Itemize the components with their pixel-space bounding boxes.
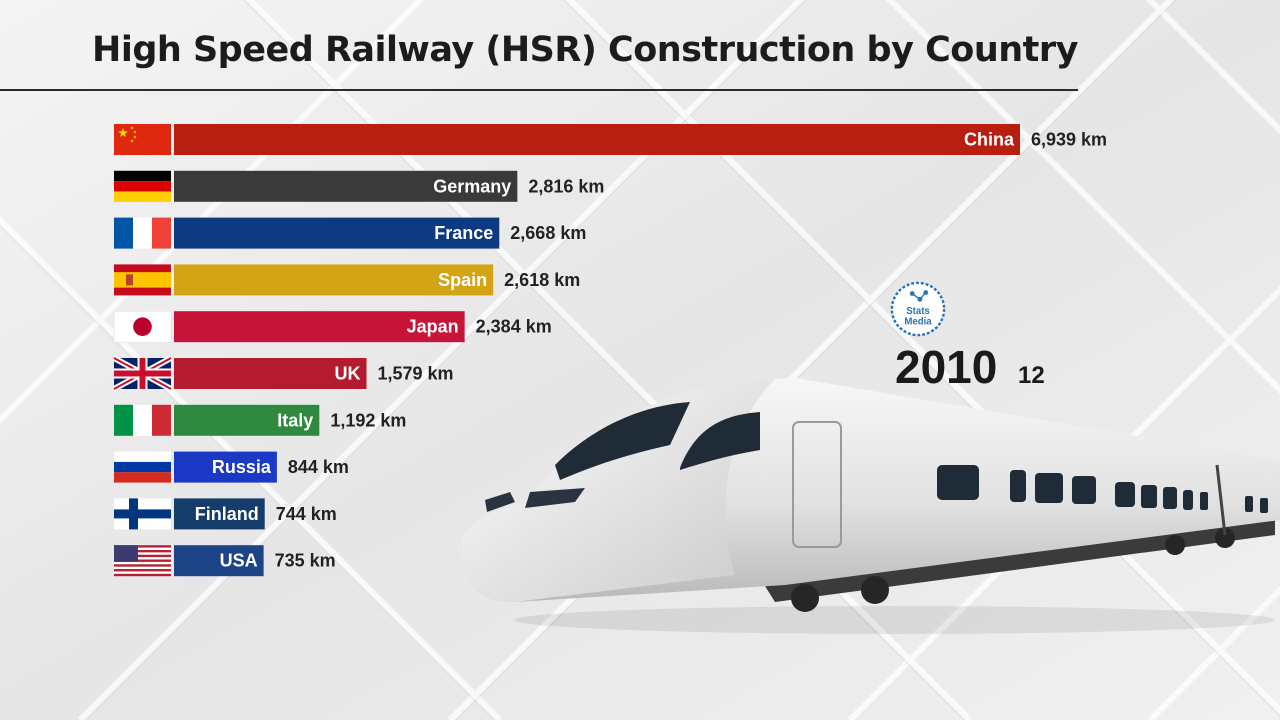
bar-label-japan: Japan <box>407 317 459 337</box>
value-label-germany: 2,816 km <box>528 176 604 196</box>
year-label: 2010 <box>895 341 998 393</box>
value-label-china: 6,939 km <box>1031 130 1107 150</box>
value-label-spain: 2,618 km <box>504 270 580 290</box>
japan-flag-icon <box>113 310 172 343</box>
value-label-russia: 844 km <box>288 457 349 477</box>
value-label-uk: 1,579 km <box>378 364 454 384</box>
logo-text-1: Stats <box>906 306 930 317</box>
bar-italy <box>174 404 320 436</box>
usa-flag-icon <box>114 545 171 577</box>
chart-title: High Speed Railway (HSR) Construction by… <box>92 30 1078 70</box>
bar-label-usa: USA <box>220 551 258 571</box>
germany-flag-icon <box>114 170 171 202</box>
title-underline <box>0 89 1078 91</box>
value-label-italy: 1,192 km <box>330 410 406 430</box>
bar-germany <box>174 170 518 202</box>
bar-label-uk: UK <box>335 364 361 384</box>
bar-russia <box>174 451 277 483</box>
bar-label-finland: Finland <box>195 504 259 524</box>
value-label-france: 2,668 km <box>510 223 586 243</box>
value-label-finland: 744 km <box>276 504 337 524</box>
bar-china <box>174 124 1020 155</box>
bar-label-china: China <box>964 130 1015 150</box>
month-label: 12 <box>1018 362 1045 389</box>
logo-text-2: Media <box>904 316 932 327</box>
russia-flag-icon <box>114 451 171 483</box>
bar-label-spain: Spain <box>438 270 487 290</box>
france-flag-icon <box>114 217 171 249</box>
bar-japan <box>174 311 465 343</box>
stats-media-logo: Stats Media <box>890 281 946 337</box>
finland-flag-icon <box>114 498 171 530</box>
bar-usa <box>174 545 264 577</box>
italy-flag-icon <box>114 404 171 436</box>
value-label-japan: 2,384 km <box>476 317 552 337</box>
value-label-usa: 735 km <box>275 551 336 571</box>
bar-uk <box>174 358 367 389</box>
china-flag-icon <box>114 124 171 155</box>
bar-spain <box>174 264 494 296</box>
bar-label-italy: Italy <box>277 410 313 430</box>
bar-label-france: France <box>434 223 493 243</box>
bar-label-russia: Russia <box>212 457 272 477</box>
spain-flag-icon <box>114 264 171 296</box>
bar-france <box>174 217 500 249</box>
uk-flag-icon <box>112 355 173 392</box>
bar-finland <box>174 498 265 530</box>
bar-label-germany: Germany <box>433 176 511 196</box>
train-image <box>460 378 1280 634</box>
